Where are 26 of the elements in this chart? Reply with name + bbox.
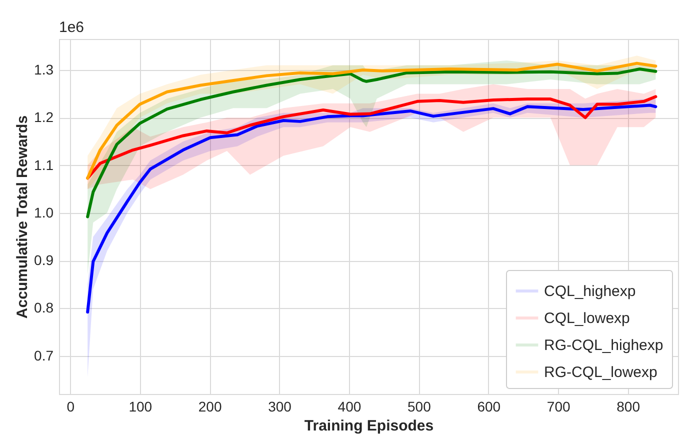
x-tick-label: 200 xyxy=(198,398,222,414)
x-tick-label: 500 xyxy=(408,398,432,414)
text: 1e6 xyxy=(59,19,84,36)
x-tick-label: 800 xyxy=(616,398,640,414)
y-tick-label: 0.7 xyxy=(34,347,54,364)
legend-label: RG-CQL_highexp xyxy=(544,337,664,354)
x-tick-label: 100 xyxy=(128,398,152,414)
y-tick-label: 1.3 xyxy=(34,61,54,78)
y-tick-label: 1.2 xyxy=(34,109,54,126)
legend-label: CQL_lowexp xyxy=(544,310,630,327)
line-series xyxy=(86,95,658,180)
x-axis-title: Training Episodes xyxy=(304,418,434,434)
legend-label: CQL_highexp xyxy=(544,283,636,300)
line-series xyxy=(86,104,658,314)
y-tick-label: 1.1 xyxy=(34,156,54,173)
x-tick-label: 600 xyxy=(477,398,501,414)
x-tick-label: 0 xyxy=(66,398,75,414)
x-tick-label: 700 xyxy=(546,398,570,414)
y-tick-label: 0.8 xyxy=(34,300,54,316)
y-tick-label: 1.0 xyxy=(34,204,54,220)
x-tick-label: 400 xyxy=(338,398,362,414)
x-tick-label: 300 xyxy=(268,398,292,414)
y-tick-label: 0.9 xyxy=(34,252,54,268)
y-axis-title: Accumulative Total Rewards xyxy=(14,115,32,319)
legend-label: RG-CQL_lowexp xyxy=(544,364,658,381)
line-series xyxy=(86,68,658,218)
